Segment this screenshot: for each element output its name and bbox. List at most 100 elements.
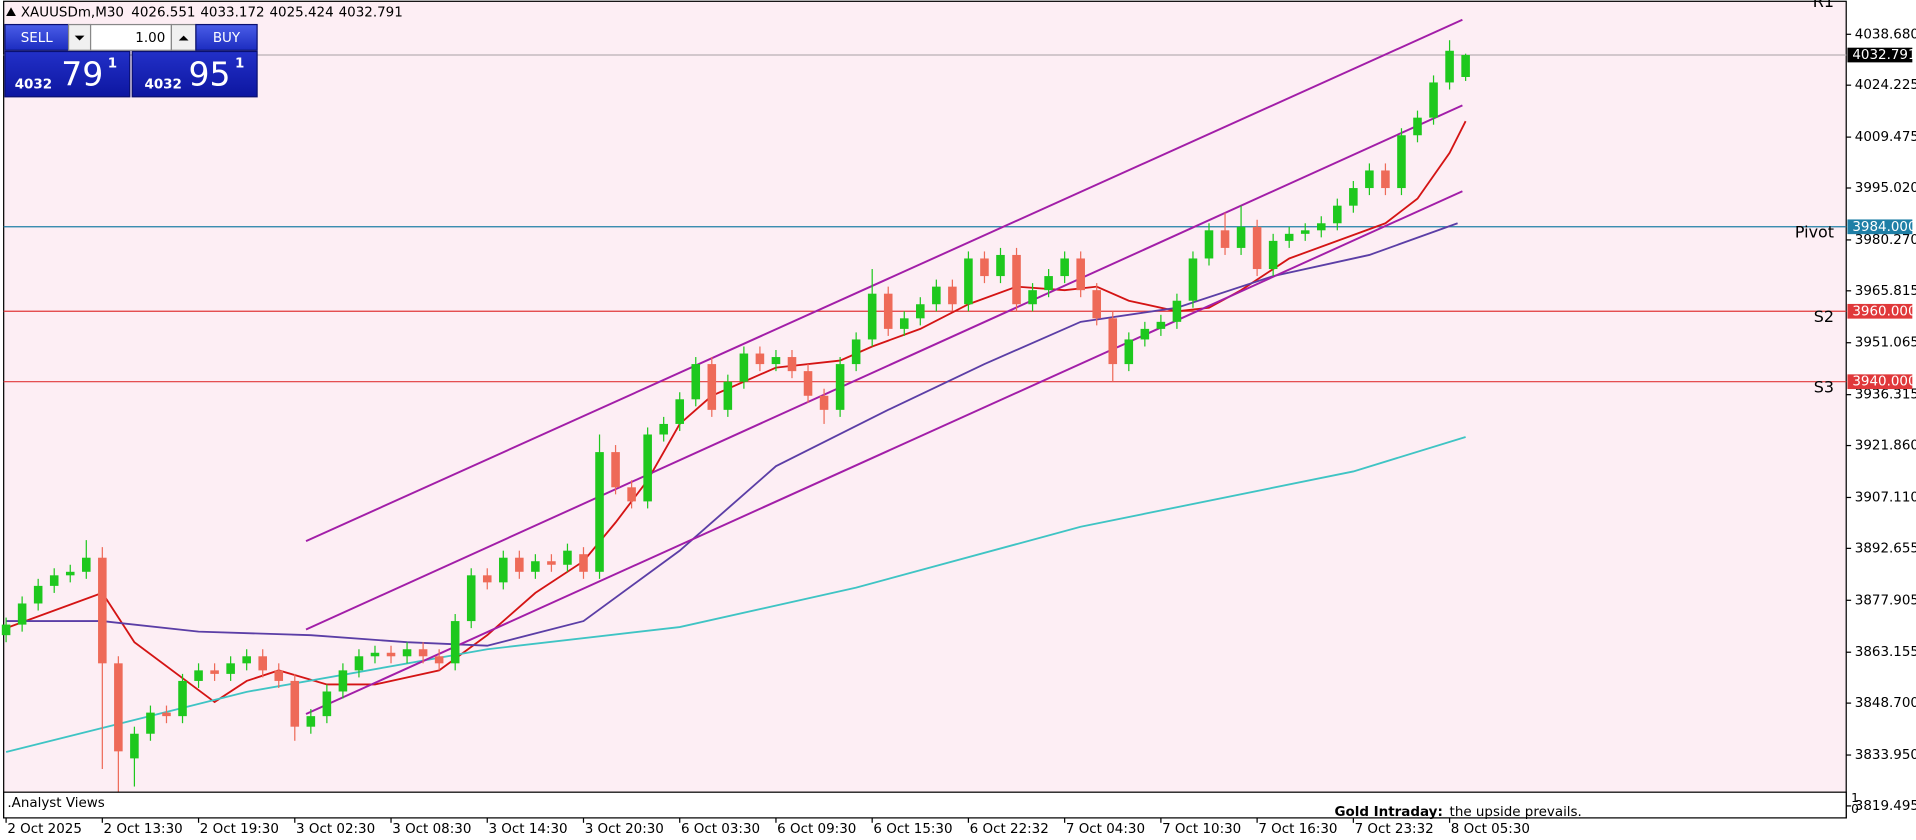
candle-body (948, 286, 957, 305)
candle-body (466, 575, 476, 622)
y-tick-label: 3936.315 (1855, 388, 1916, 403)
volume-input[interactable] (89, 23, 173, 51)
candle-body (1204, 230, 1214, 259)
candle-body (1333, 205, 1342, 224)
candle-body (33, 585, 43, 604)
level-name: S3 (1814, 377, 1834, 396)
candle-body (178, 680, 187, 717)
candle-body (370, 652, 380, 657)
y-tick-label: 3921.860 (1855, 439, 1916, 454)
sell-price-box[interactable] (4, 50, 131, 98)
candle-body (1092, 290, 1102, 319)
buy-button[interactable] (195, 23, 258, 51)
candle-body (755, 353, 765, 365)
candle-body (1349, 188, 1358, 206)
candle-body (1108, 318, 1118, 365)
candle-body (771, 357, 781, 365)
buy-price-box[interactable] (131, 50, 258, 98)
down-arrow[interactable] (74, 35, 85, 41)
candle-body (1365, 170, 1374, 189)
up-arrow[interactable] (178, 35, 189, 41)
y-tick-label: 3863.155 (1855, 645, 1916, 660)
y-tick-label: 3819.495 (1855, 799, 1916, 814)
candle-body (1124, 339, 1134, 365)
moving-average (5, 120, 1467, 704)
buy-label[interactable]: BUY (213, 31, 241, 46)
candle-body (547, 561, 556, 565)
x-tick-label: 6 Oct 03:30 (681, 822, 760, 837)
candle-body (258, 656, 267, 671)
x-tick-label: 2 Oct 13:30 (104, 822, 183, 837)
price-tag-label: 3984.000 (1852, 220, 1916, 235)
y-tick-label: 3877.905 (1855, 593, 1916, 608)
candle-body (739, 353, 749, 382)
candle-body (1044, 276, 1053, 291)
last-price-tag (1847, 47, 1913, 63)
channel-line (305, 190, 1463, 715)
candle-body (274, 670, 284, 681)
candle-body (1140, 328, 1150, 340)
candles (1, 40, 1470, 798)
x-tick-label: 6 Oct 09:30 (777, 822, 856, 837)
candle-body (899, 318, 909, 329)
candle-body (1220, 230, 1230, 248)
y-tick-label: 3995.020 (1855, 181, 1916, 196)
candle-body (49, 575, 59, 586)
note-title: Gold Intraday: (1334, 805, 1442, 820)
candle-body (354, 656, 364, 671)
sell-button[interactable] (4, 23, 70, 51)
price-tag (1847, 303, 1913, 319)
last-price-label: 4032.791 (1852, 48, 1916, 63)
candle-body (643, 434, 652, 502)
x-tick-label: 7 Oct 10:30 (1162, 822, 1241, 837)
channel-line (305, 104, 1463, 631)
candle-body (226, 663, 235, 674)
y-tick-label: 4009.475 (1855, 130, 1916, 145)
candle-body (402, 649, 412, 657)
indicator-lines (5, 18, 1467, 753)
candle-body (434, 656, 444, 664)
sell-price-big: 79 (61, 54, 103, 93)
y-tick-label: 4024.225 (1855, 78, 1916, 93)
subwindow-name: .Analyst Views (7, 796, 104, 811)
buy-price-prefix: 4032 (144, 78, 181, 93)
price-tag (1847, 374, 1913, 390)
x-tick-label: 8 Oct 05:30 (1451, 822, 1530, 837)
x-tick-label: 7 Oct 23:32 (1355, 822, 1434, 837)
y-tick-label: 3980.270 (1855, 233, 1916, 248)
candle-body (932, 286, 941, 305)
sell-label[interactable]: SELL (21, 31, 54, 46)
candle-body (82, 557, 91, 572)
volume-value[interactable]: 1.00 (135, 31, 165, 46)
x-tick-label: 2 Oct 19:30 (200, 822, 279, 837)
candle-body (386, 652, 396, 657)
y-tick-label: 4038.680 (1855, 27, 1916, 42)
candle-body (1413, 117, 1422, 136)
levels: R1 Pivot S2 S3 (3, 0, 1847, 396)
y-tick-label: 3951.065 (1855, 336, 1916, 351)
candle-body (1397, 135, 1406, 189)
y-tick-label: 3965.815 (1855, 284, 1916, 299)
x-tick-label: 3 Oct 02:30 (296, 822, 375, 837)
header-low: 4025.424 (269, 5, 333, 20)
sell-price-sup: 1 (108, 57, 117, 72)
candle-body (707, 364, 717, 410)
level-name: R1 (1813, 0, 1834, 11)
candle-body (1445, 50, 1454, 83)
plot-area (3, 0, 1847, 819)
candle-body (835, 364, 845, 410)
candle-body (563, 550, 572, 565)
subwindow-scale-label: 0 (1851, 802, 1859, 816)
candle-body (659, 423, 668, 435)
header-high: 4033.172 (200, 5, 264, 20)
x-tick-label: 7 Oct 16:30 (1258, 822, 1337, 837)
candle-body (675, 399, 685, 424)
candle-body (1268, 240, 1278, 270)
subwindow-scale-label: 1 (1851, 791, 1859, 805)
collapse-icon[interactable] (6, 7, 16, 16)
y-tick-label: 3892.655 (1855, 541, 1916, 556)
sell-price-prefix: 4032 (15, 78, 52, 93)
price-tag-label: 3940.000 (1852, 375, 1916, 390)
price-tag (1847, 219, 1913, 235)
